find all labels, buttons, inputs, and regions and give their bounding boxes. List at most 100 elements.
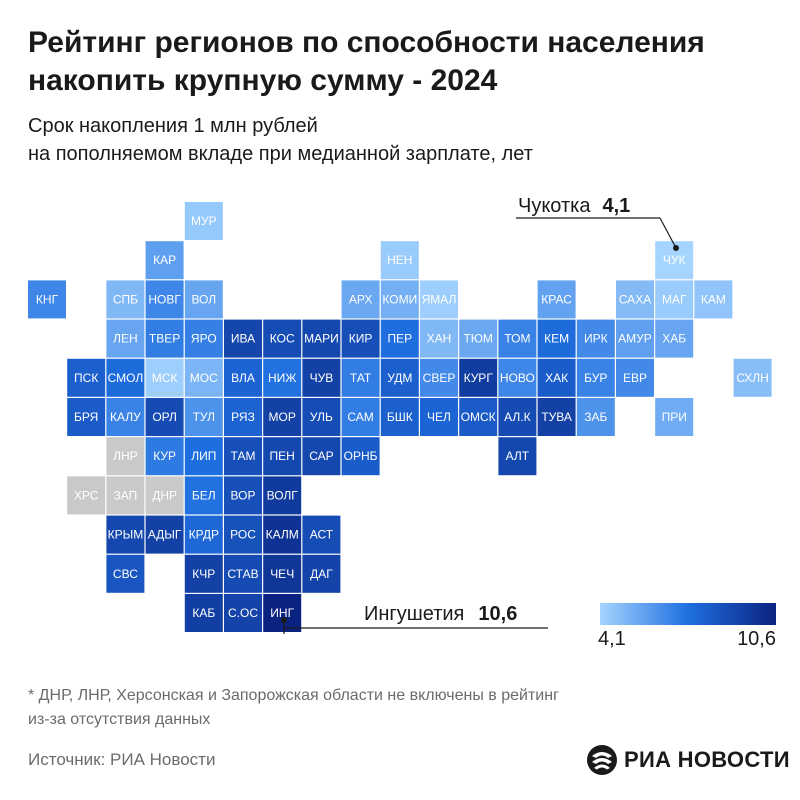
callout-ingushetia-name: Ингушетия bbox=[364, 603, 464, 625]
region-tile bbox=[184, 476, 223, 515]
region-label: ВОЛГ bbox=[267, 488, 299, 502]
region-tile bbox=[733, 358, 772, 397]
region-tile bbox=[341, 398, 380, 436]
region-label: УДМ bbox=[387, 371, 412, 385]
callout-ingushetia-value: 10,6 bbox=[478, 603, 517, 625]
region-label: ЯМАЛ bbox=[422, 292, 457, 306]
region-label: МСК bbox=[152, 371, 178, 385]
callout-chukotka-name: Чукотка bbox=[518, 195, 591, 217]
region-tile bbox=[420, 280, 458, 319]
region-label: РЯЗ bbox=[231, 410, 255, 424]
region-tile bbox=[302, 358, 341, 397]
region-tile bbox=[498, 358, 537, 397]
region-label: ЗАБ bbox=[584, 410, 607, 424]
ria-logo-text: РИА НОВОСТИ bbox=[624, 747, 790, 772]
region-label: НЕН bbox=[387, 253, 412, 267]
region-tile bbox=[302, 437, 341, 476]
footnote: * ДНР, ЛНР, Херсонская и Запорожская обл… bbox=[28, 684, 728, 732]
region-label: АРХ bbox=[349, 292, 372, 306]
region-label: БУР bbox=[584, 371, 607, 385]
ria-logo: РИА НОВОСТИ bbox=[586, 744, 790, 776]
region-tile bbox=[184, 358, 223, 397]
callout-ingushetia-dot bbox=[281, 617, 287, 623]
region-label: КРЫМ bbox=[108, 528, 144, 542]
region-tile bbox=[263, 358, 302, 397]
region-label: НОВГ bbox=[148, 292, 181, 306]
source-credit: Источник: РИА Новости bbox=[28, 750, 216, 769]
region-label: АЛТ bbox=[506, 449, 530, 463]
region-label: КРДР bbox=[189, 528, 219, 542]
region-label: КАМ bbox=[701, 292, 726, 306]
region-label: БШК bbox=[387, 410, 413, 424]
region-tile bbox=[145, 358, 184, 397]
region-label: КИР bbox=[349, 332, 373, 346]
region-tile bbox=[459, 358, 498, 397]
region-tile bbox=[694, 280, 733, 319]
region-label: МАГ bbox=[662, 292, 687, 306]
region-label: ПЕР bbox=[387, 332, 412, 346]
region-tile bbox=[145, 476, 184, 515]
region-label: ТУВА bbox=[541, 410, 572, 424]
region-tile bbox=[184, 554, 223, 593]
region-tile bbox=[576, 398, 615, 436]
region-label: МУР bbox=[191, 214, 217, 228]
region-tile bbox=[302, 515, 341, 554]
region-label: КУРГ bbox=[464, 371, 494, 385]
callout-chukotka-label: Чукотка 4,1 bbox=[518, 195, 630, 217]
region-tile bbox=[28, 280, 66, 319]
region-label: НИЖ bbox=[268, 371, 296, 385]
region-label: ЧУВ bbox=[310, 371, 334, 385]
region-label: ПЕН bbox=[270, 449, 295, 463]
region-tile bbox=[224, 476, 262, 515]
region-label: ВОР bbox=[231, 488, 256, 502]
region-tile bbox=[341, 280, 380, 319]
callout-ingushetia-label: Ингушетия 10,6 bbox=[364, 603, 517, 625]
region-label: ХАК bbox=[545, 371, 568, 385]
region-label: С.ОС bbox=[228, 606, 258, 620]
region-label: КНГ bbox=[36, 292, 59, 306]
region-tiles: МУР КАР НЕН ЧУК КНГ СПБ НОВГ ВОЛ АРХ КОМИ ЯМАЛ КРАС… bbox=[28, 202, 772, 632]
region-tile bbox=[537, 319, 576, 358]
region-tile bbox=[576, 358, 615, 397]
callout-chukotka: Чукотка 4,1 bbox=[516, 195, 679, 251]
region-label: ТВЕР bbox=[149, 332, 180, 346]
region-label: ДАГ bbox=[310, 567, 333, 581]
region-label: ПРИ bbox=[662, 410, 687, 424]
region-tile bbox=[184, 594, 223, 632]
region-tile bbox=[302, 554, 341, 593]
region-label: НОВО bbox=[500, 371, 535, 385]
region-label: ТУЛ bbox=[193, 410, 215, 424]
region-label: ИВА bbox=[231, 332, 255, 346]
region-tile bbox=[302, 319, 341, 358]
region-tile bbox=[106, 398, 145, 436]
region-label: ОМСК bbox=[461, 410, 496, 424]
region-label: САХА bbox=[619, 292, 651, 306]
ria-logo-icon bbox=[587, 745, 617, 775]
region-label: СМОЛ bbox=[108, 371, 144, 385]
region-label: ЕВР bbox=[623, 371, 647, 385]
region-label: МОР bbox=[269, 410, 296, 424]
region-label: КУР bbox=[153, 449, 176, 463]
region-tile bbox=[341, 358, 380, 397]
region-tile bbox=[67, 398, 106, 436]
region-label: ДНР bbox=[152, 488, 177, 502]
region-label: ЧЕЧ bbox=[270, 567, 294, 581]
region-label: ИРК bbox=[584, 332, 608, 346]
region-tile bbox=[655, 398, 694, 436]
region-label: АМУР bbox=[618, 332, 652, 346]
region-label: РОС bbox=[230, 528, 256, 542]
region-tile bbox=[184, 280, 223, 319]
region-tile bbox=[106, 554, 145, 593]
region-tile bbox=[224, 515, 262, 554]
region-label: ИНГ bbox=[270, 606, 294, 620]
region-label: СХЛН bbox=[736, 371, 769, 385]
region-tile bbox=[498, 437, 537, 476]
region-label: ВОЛ bbox=[191, 292, 216, 306]
region-tile bbox=[616, 280, 654, 319]
region-label: АСТ bbox=[310, 528, 334, 542]
region-tile bbox=[616, 358, 654, 397]
region-tile bbox=[263, 319, 302, 358]
region-tile bbox=[145, 398, 184, 436]
region-label: ТЮМ bbox=[463, 332, 492, 346]
